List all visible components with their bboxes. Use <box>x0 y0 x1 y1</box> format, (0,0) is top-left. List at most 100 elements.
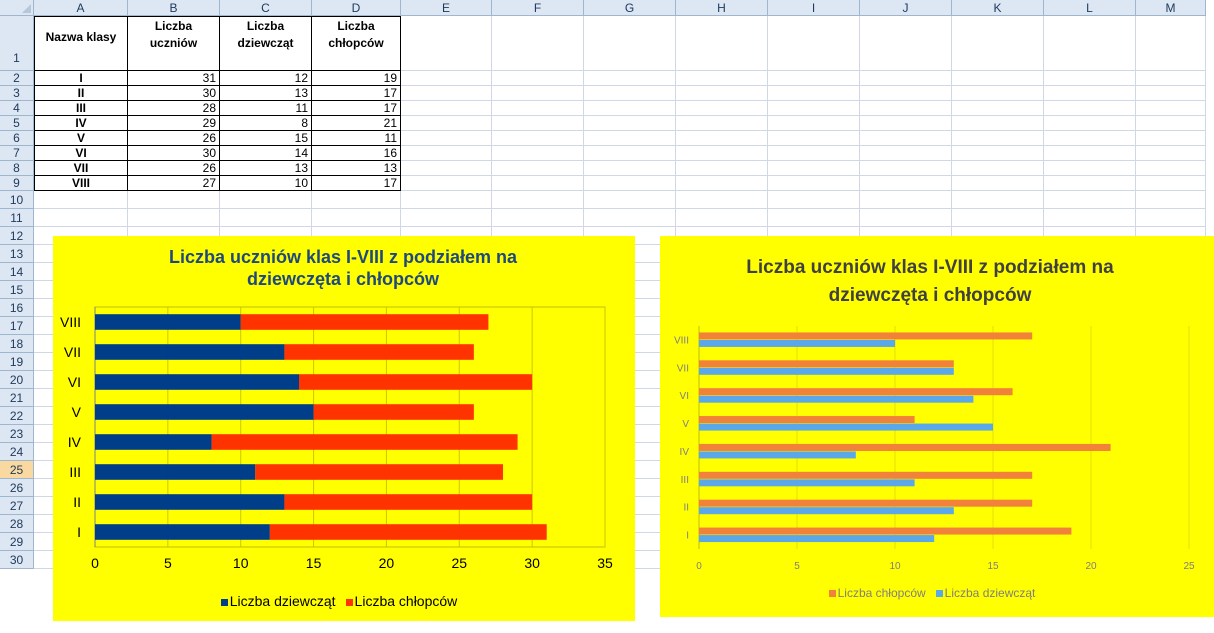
value-cell[interactable]: 21 <box>312 116 401 131</box>
bar-girls <box>699 507 954 515</box>
value-cell[interactable]: 10 <box>220 176 312 191</box>
table-header-cell[interactable]: Liczba chłopców <box>312 16 401 71</box>
bar-boys <box>269 524 547 540</box>
row-header-6[interactable]: 6 <box>0 131 34 146</box>
x-tick-label: 10 <box>889 561 901 572</box>
class-name-cell[interactable]: III <box>34 101 128 116</box>
legend-item: Liczba chłopców <box>828 586 926 600</box>
class-name-cell[interactable]: VI <box>34 146 128 161</box>
row-header-27[interactable]: 27 <box>0 497 34 515</box>
value-cell[interactable]: 26 <box>128 161 220 176</box>
column-header-d[interactable]: D <box>312 0 401 16</box>
class-name-cell[interactable]: II <box>34 86 128 101</box>
value-cell[interactable]: 13 <box>220 86 312 101</box>
value-cell[interactable]: 19 <box>312 71 401 86</box>
column-header-j[interactable]: J <box>860 0 952 16</box>
value-cell[interactable]: 26 <box>128 131 220 146</box>
table-header-cell[interactable]: Nazwa klasy <box>34 16 128 71</box>
table-header-cell[interactable]: Liczba uczniów <box>128 16 220 71</box>
column-header-c[interactable]: C <box>220 0 312 16</box>
row-header-7[interactable]: 7 <box>0 146 34 161</box>
row-header-22[interactable]: 22 <box>0 407 34 425</box>
y-category-label: VII <box>64 344 81 360</box>
row-header-20[interactable]: 20 <box>0 371 34 389</box>
value-cell[interactable]: 11 <box>312 131 401 146</box>
row-header-25[interactable]: 25 <box>0 461 34 479</box>
column-header-g[interactable]: G <box>584 0 676 16</box>
value-cell[interactable]: 17 <box>312 176 401 191</box>
bar-girls <box>95 524 270 540</box>
bar-boys <box>255 464 503 480</box>
class-name-cell[interactable]: I <box>34 71 128 86</box>
row-header-8[interactable]: 8 <box>0 161 34 176</box>
value-cell[interactable]: 17 <box>312 86 401 101</box>
row-header-10[interactable]: 10 <box>0 191 34 209</box>
value-cell[interactable]: 27 <box>128 176 220 191</box>
class-name-cell[interactable]: IV <box>34 116 128 131</box>
row-header-30[interactable]: 30 <box>0 551 34 569</box>
column-header-b[interactable]: B <box>128 0 220 16</box>
legend-item: Liczba dziewcząt <box>220 593 336 609</box>
class-name-cell[interactable]: VII <box>34 161 128 176</box>
value-cell[interactable]: 8 <box>220 116 312 131</box>
row-header-26[interactable]: 26 <box>0 479 34 497</box>
legend-swatch <box>828 590 836 598</box>
row-header-17[interactable]: 17 <box>0 317 34 335</box>
value-cell[interactable]: 13 <box>220 161 312 176</box>
value-cell[interactable]: 17 <box>312 101 401 116</box>
row-header-2[interactable]: 2 <box>0 71 34 86</box>
value-cell[interactable]: 13 <box>312 161 401 176</box>
column-header-a[interactable]: A <box>34 0 128 16</box>
class-name-cell[interactable]: VIII <box>34 176 128 191</box>
column-header-f[interactable]: F <box>492 0 584 16</box>
row-header-18[interactable]: 18 <box>0 335 34 353</box>
x-tick-label: 35 <box>597 555 613 571</box>
value-cell[interactable]: 15 <box>220 131 312 146</box>
column-header-l[interactable]: L <box>1044 0 1136 16</box>
row-header-5[interactable]: 5 <box>0 116 34 131</box>
x-tick-label: 20 <box>1085 561 1097 572</box>
value-cell[interactable]: 29 <box>128 116 220 131</box>
column-header-m[interactable]: M <box>1136 0 1206 16</box>
select-all-corner[interactable] <box>0 0 34 16</box>
column-header-i[interactable]: I <box>768 0 860 16</box>
row-header-15[interactable]: 15 <box>0 281 34 299</box>
value-cell[interactable]: 30 <box>128 146 220 161</box>
legend-swatch <box>220 598 228 606</box>
value-cell[interactable]: 14 <box>220 146 312 161</box>
class-name-cell[interactable]: V <box>34 131 128 146</box>
column-header-h[interactable]: H <box>676 0 768 16</box>
column-header-k[interactable]: K <box>952 0 1044 16</box>
legend-label: Liczba chłopców <box>354 593 458 609</box>
row-header-13[interactable]: 13 <box>0 245 34 263</box>
row-header-1[interactable]: 1 <box>0 16 34 71</box>
row-header-29[interactable]: 29 <box>0 533 34 551</box>
bar-boys <box>284 494 533 510</box>
column-header-e[interactable]: E <box>401 0 492 16</box>
value-cell[interactable]: 16 <box>312 146 401 161</box>
row-header-19[interactable]: 19 <box>0 353 34 371</box>
row-header-14[interactable]: 14 <box>0 263 34 281</box>
x-tick-label: 30 <box>524 555 540 571</box>
clustered-bar-chart[interactable]: Liczba uczniów klas I-VIII z podziałem n… <box>660 236 1214 617</box>
row-header-28[interactable]: 28 <box>0 515 34 533</box>
row-header-24[interactable]: 24 <box>0 443 34 461</box>
row-header-21[interactable]: 21 <box>0 389 34 407</box>
stacked-bar-chart[interactable]: Liczba uczniów klas I-VIII z podziałem n… <box>53 236 635 621</box>
row-header-12[interactable]: 12 <box>0 227 34 245</box>
bar-boys <box>699 388 1013 396</box>
value-cell[interactable]: 12 <box>220 71 312 86</box>
row-header-3[interactable]: 3 <box>0 86 34 101</box>
value-cell[interactable]: 11 <box>220 101 312 116</box>
row-header-11[interactable]: 11 <box>0 209 34 227</box>
table-header-cell[interactable]: Liczba dziewcząt <box>220 16 312 71</box>
value-cell[interactable]: 31 <box>128 71 220 86</box>
legend-label: Liczba dziewcząt <box>229 593 336 609</box>
row-header-23[interactable]: 23 <box>0 425 34 443</box>
row-header-9[interactable]: 9 <box>0 176 34 191</box>
bar-boys <box>313 404 474 420</box>
value-cell[interactable]: 28 <box>128 101 220 116</box>
row-header-16[interactable]: 16 <box>0 299 34 317</box>
value-cell[interactable]: 30 <box>128 86 220 101</box>
row-header-4[interactable]: 4 <box>0 101 34 116</box>
